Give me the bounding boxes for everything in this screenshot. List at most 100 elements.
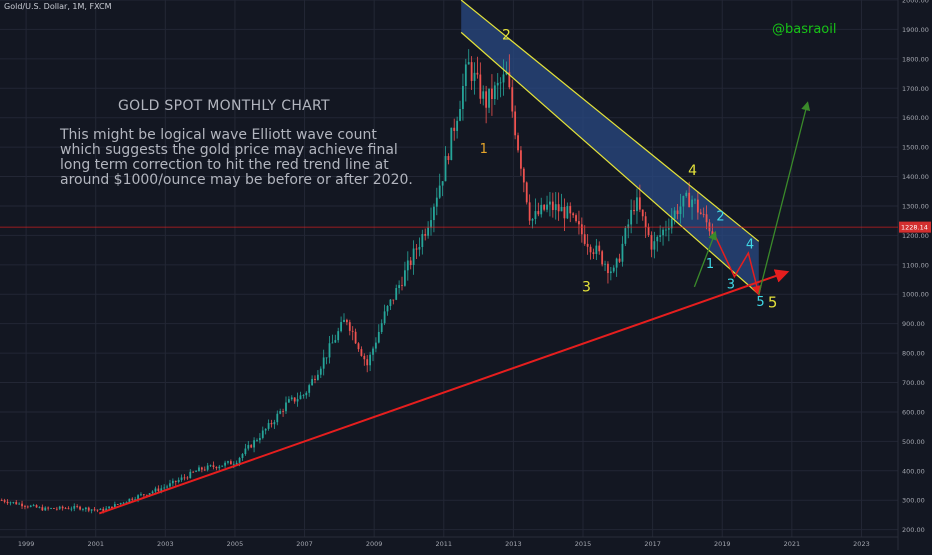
candle-body bbox=[116, 504, 119, 505]
candle-body bbox=[392, 299, 395, 301]
chart-title: GOLD SPOT MONTHLY CHART bbox=[118, 98, 330, 114]
candle-body bbox=[247, 445, 250, 449]
candle-body bbox=[580, 224, 583, 235]
candle-body bbox=[473, 72, 476, 81]
candle-body bbox=[375, 342, 377, 349]
candle-body bbox=[705, 214, 708, 223]
x-tick-label: 2009 bbox=[366, 540, 383, 548]
y-tick-label: 800.00 bbox=[902, 350, 925, 358]
candle-body bbox=[670, 218, 673, 229]
candle-body bbox=[415, 248, 418, 250]
candle-body bbox=[142, 494, 145, 496]
candle-body bbox=[702, 214, 705, 215]
candle-body bbox=[55, 508, 58, 510]
candle-body bbox=[174, 480, 177, 482]
candle-body bbox=[169, 483, 171, 487]
candle-body bbox=[21, 503, 23, 507]
candle-body bbox=[604, 263, 606, 265]
candle-body bbox=[563, 206, 566, 219]
candle-body bbox=[418, 247, 421, 250]
x-tick-label: 2015 bbox=[575, 540, 592, 548]
candle-body bbox=[627, 224, 630, 229]
candle-body bbox=[456, 120, 459, 131]
candle-body bbox=[238, 457, 241, 463]
candle-body bbox=[595, 245, 598, 254]
candle-body bbox=[331, 342, 334, 344]
wave-label: 1 bbox=[480, 142, 488, 157]
candle-body bbox=[227, 461, 229, 463]
x-tick-label: 2021 bbox=[784, 540, 801, 548]
candle-body bbox=[624, 228, 627, 244]
author-handle: @basraoil bbox=[772, 22, 837, 37]
candle-body bbox=[76, 506, 79, 507]
candle-body bbox=[203, 469, 206, 471]
candle-body bbox=[195, 471, 197, 473]
candle-body bbox=[296, 399, 299, 402]
candle-body bbox=[215, 466, 218, 469]
y-tick-label: 400.00 bbox=[902, 467, 925, 475]
y-tick-label: 700.00 bbox=[902, 379, 925, 387]
y-tick-label: 1500.00 bbox=[902, 144, 929, 152]
candle-body bbox=[589, 246, 592, 253]
candle-body bbox=[398, 285, 401, 289]
candle-body bbox=[41, 507, 44, 511]
candle-body bbox=[630, 209, 633, 225]
y-tick-label: 500.00 bbox=[902, 438, 925, 446]
x-tick-label: 2001 bbox=[87, 540, 104, 548]
candle-body bbox=[354, 331, 357, 344]
wave-label: 2 bbox=[716, 210, 724, 225]
candle-body bbox=[128, 498, 131, 502]
candle-body bbox=[125, 501, 128, 503]
candle-body bbox=[102, 508, 105, 512]
y-tick-label: 1300.00 bbox=[902, 202, 929, 210]
candle-body bbox=[401, 285, 403, 286]
candle-body bbox=[569, 206, 572, 214]
candle-body bbox=[644, 216, 647, 228]
y-tick-label: 2000.00 bbox=[902, 0, 929, 5]
candle-body bbox=[111, 506, 113, 509]
candle-body bbox=[122, 502, 125, 504]
candle-body bbox=[369, 354, 372, 366]
annotation-line: which suggests the gold price may achiev… bbox=[60, 142, 398, 158]
symbol-header[interactable]: Gold/U.S. Dollar, 1M, FXCM bbox=[4, 2, 112, 11]
candle-body bbox=[357, 343, 360, 350]
candle-body bbox=[665, 229, 667, 231]
candle-body bbox=[696, 199, 699, 213]
candle-body bbox=[679, 206, 682, 215]
candle-body bbox=[224, 462, 226, 466]
candle-body bbox=[377, 331, 380, 343]
candle-body bbox=[192, 471, 195, 473]
candle-body bbox=[113, 504, 116, 509]
wave-label: 2 bbox=[502, 28, 511, 44]
candle-body bbox=[430, 220, 432, 228]
candle-body bbox=[108, 506, 110, 509]
candle-body bbox=[511, 87, 514, 112]
candle-body bbox=[554, 204, 557, 211]
y-tick-label: 1600.00 bbox=[902, 114, 929, 122]
candle-body bbox=[151, 491, 154, 494]
wave-label: 4 bbox=[688, 163, 697, 179]
candle-body bbox=[67, 508, 70, 510]
x-tick-label: 2007 bbox=[296, 540, 313, 548]
candle-body bbox=[444, 156, 447, 182]
candle-body bbox=[575, 215, 577, 222]
candle-body bbox=[250, 445, 253, 448]
x-tick-label: 2013 bbox=[505, 540, 522, 548]
x-tick-label: 2017 bbox=[644, 540, 661, 548]
candle-body bbox=[90, 509, 93, 511]
candle-body bbox=[177, 479, 180, 482]
candle-body bbox=[171, 480, 174, 484]
candle-body bbox=[621, 243, 624, 262]
candle-body bbox=[6, 501, 9, 504]
candle-body bbox=[470, 62, 473, 81]
candle-body bbox=[235, 462, 238, 465]
candle-body bbox=[96, 509, 99, 511]
y-tick-label: 900.00 bbox=[902, 320, 925, 328]
candle-body bbox=[673, 210, 676, 219]
candle-body bbox=[316, 374, 319, 380]
candle-body bbox=[322, 357, 325, 369]
candle-body bbox=[82, 509, 84, 510]
candle-body bbox=[334, 340, 337, 343]
